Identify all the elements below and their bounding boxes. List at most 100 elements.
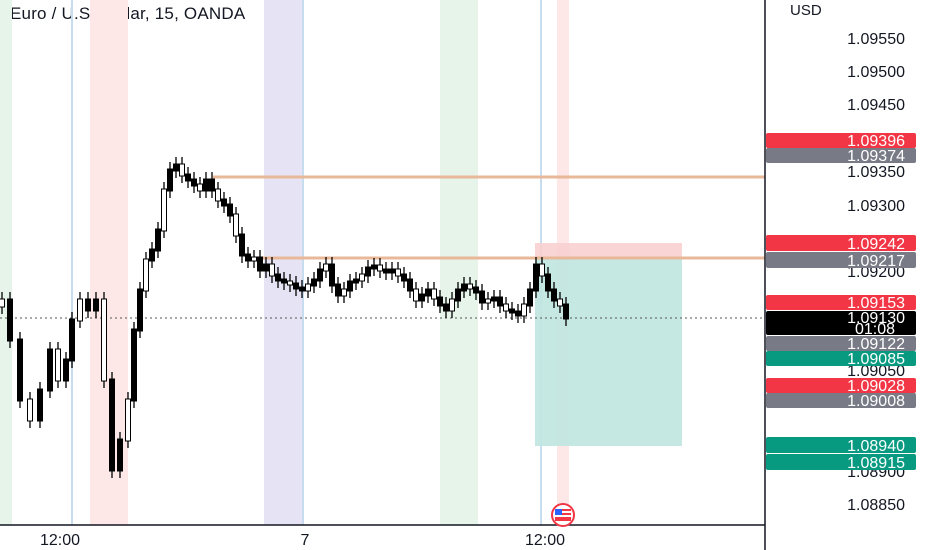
candle-body	[491, 296, 497, 302]
candle-body	[377, 264, 383, 272]
candle-body	[449, 298, 455, 312]
price-tag-bg	[766, 235, 916, 251]
candle-body	[293, 282, 299, 290]
price-tag-bg	[766, 252, 916, 268]
candle-body	[515, 310, 521, 317]
price-tag-bg	[766, 378, 916, 393]
candle-body	[197, 183, 203, 192]
candle-body	[353, 278, 359, 284]
candle-body	[221, 198, 227, 207]
candle-body	[55, 348, 61, 382]
price-tag-bg	[766, 336, 916, 351]
price-tag: 1.08915	[847, 455, 905, 472]
candle-body	[101, 298, 107, 382]
candle-body	[389, 268, 395, 274]
candle-body	[167, 168, 173, 192]
candle-body	[473, 286, 479, 294]
candle-body	[215, 188, 221, 202]
candle-body	[263, 263, 269, 272]
candle-body	[131, 328, 137, 402]
candle-body	[63, 358, 69, 382]
us-flag-icon[interactable]	[551, 503, 575, 527]
candle-body	[227, 203, 233, 217]
candle-body	[335, 283, 341, 297]
candle-body	[467, 283, 473, 290]
price-tag: 1.09122	[847, 336, 905, 353]
price-tag: 1.09374	[847, 148, 905, 165]
price-tag-bg	[766, 295, 916, 310]
currency-label[interactable]: USD	[790, 2, 822, 19]
candle-body	[521, 303, 527, 317]
candle-body	[557, 298, 563, 307]
time-tick: 7	[301, 532, 310, 549]
candle-body	[545, 273, 551, 292]
take-profit-zone[interactable]	[535, 259, 682, 446]
candle-body	[455, 288, 461, 302]
session-band	[264, 0, 304, 525]
candle-body	[125, 398, 131, 442]
price-tag-bg	[766, 437, 916, 453]
candle-body	[269, 263, 275, 277]
candle-body	[479, 290, 485, 304]
price-tag-bg	[766, 133, 916, 148]
candle-body	[365, 266, 371, 277]
candle-body	[161, 188, 167, 232]
current-price-tag-bg	[766, 311, 916, 335]
candle-body	[69, 318, 75, 362]
candle-body	[191, 178, 197, 187]
candle-body	[407, 278, 413, 292]
candle-body	[395, 268, 401, 277]
candle-body	[533, 263, 539, 292]
price-tick: 1.09200	[847, 264, 905, 281]
candle-body	[239, 233, 245, 257]
price-tick: 1.09350	[847, 164, 905, 181]
candle-body	[93, 298, 99, 312]
candle-body	[109, 378, 115, 472]
price-tag-bg	[766, 393, 916, 408]
price-tick: 1.09050	[847, 363, 905, 380]
price-tag-bg	[766, 148, 916, 163]
price-tag-bg	[766, 351, 916, 366]
candle-body	[143, 258, 149, 292]
candle-body	[27, 398, 33, 422]
candle-body	[485, 298, 491, 304]
candle-body	[275, 273, 281, 282]
candle-body	[77, 298, 83, 322]
candle-body	[185, 173, 191, 182]
candle-body	[563, 303, 569, 320]
candle-body	[7, 298, 13, 342]
candle-body	[431, 288, 437, 300]
candle-body	[371, 264, 377, 270]
candle-body	[137, 288, 143, 332]
candle-body	[257, 256, 263, 272]
candle-body	[383, 268, 389, 274]
price-tick: 1.09300	[847, 198, 905, 215]
candle-body	[47, 348, 53, 392]
candle-body	[359, 273, 365, 282]
bar-countdown: 01:08	[855, 321, 895, 338]
price-tag: 1.09085	[847, 351, 905, 368]
candle-body	[173, 163, 179, 172]
candle-body	[527, 288, 533, 307]
candle-body	[413, 288, 419, 302]
candle-body	[539, 263, 545, 277]
price-tag: 1.09217	[847, 253, 905, 270]
time-tick: 12:00	[40, 532, 80, 549]
price-tags: 1.09396 1.09374 1.09242 1.09217 1.09153 …	[766, 133, 916, 472]
candle-body	[503, 303, 509, 312]
candle-body	[329, 263, 335, 287]
current-price-tag: 1.09130	[847, 310, 905, 327]
candle-body	[245, 253, 251, 262]
candle-body	[299, 286, 305, 292]
candle-body	[203, 178, 209, 192]
price-tag-bg	[766, 454, 916, 470]
price-tag: 1.09396	[847, 133, 905, 150]
candle-body	[401, 273, 407, 282]
stop-loss-zone[interactable]	[535, 243, 682, 259]
candle-body	[497, 296, 503, 307]
candle-body	[551, 288, 557, 302]
price-tick: 1.08850	[847, 497, 905, 514]
price-tick: 1.09450	[847, 97, 905, 114]
candle-body	[209, 178, 215, 192]
